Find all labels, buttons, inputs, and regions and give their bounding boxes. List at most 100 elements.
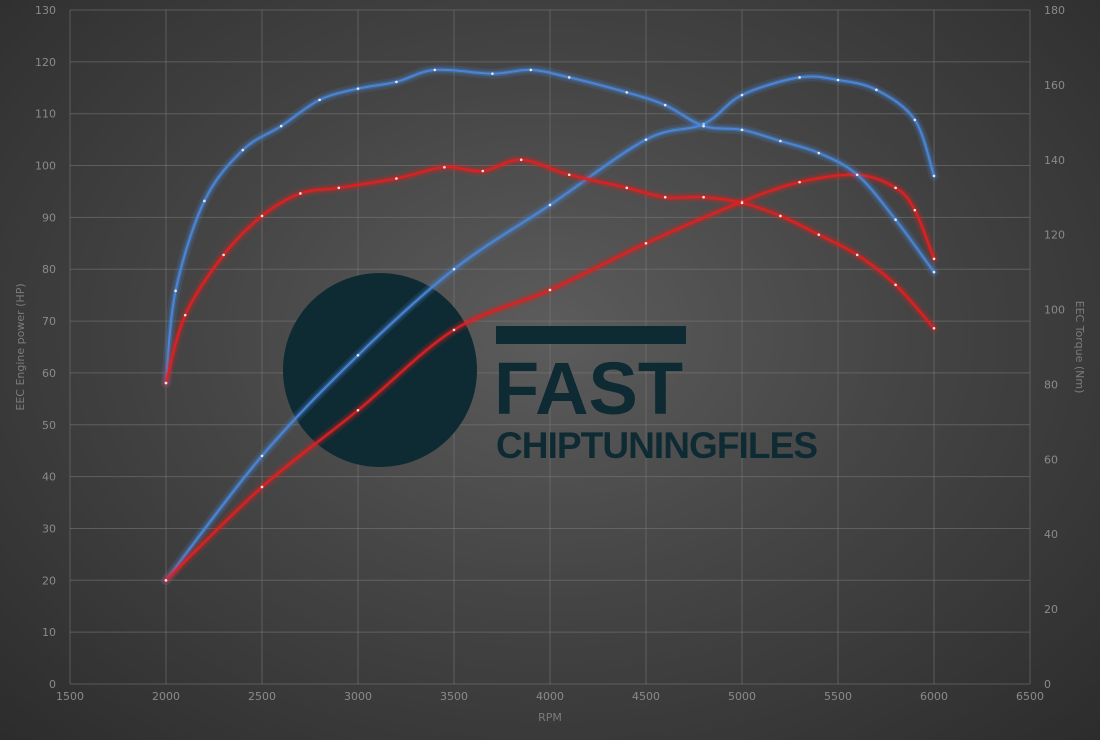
- power-blue-point: [740, 93, 744, 97]
- torque-blue-point: [702, 124, 705, 128]
- y2-tick-label: 120: [1044, 229, 1065, 242]
- y-tick-label: 50: [42, 419, 56, 432]
- torque-red-point: [222, 253, 225, 257]
- torque-red-point: [164, 381, 168, 385]
- torque-red-point: [519, 158, 523, 162]
- logo-bar: [496, 326, 686, 344]
- torque-red-point: [625, 186, 629, 190]
- power-blue-point: [702, 122, 705, 126]
- power-blue-point: [836, 78, 840, 82]
- y-tick-label: 120: [35, 56, 56, 69]
- torque-blue-point: [174, 289, 177, 293]
- y-tick-label: 80: [42, 263, 56, 276]
- torque-red-point: [779, 214, 782, 218]
- torque-blue-point: [241, 148, 245, 152]
- x-tick-label: 3500: [440, 690, 468, 703]
- torque-blue-point: [740, 128, 744, 132]
- y-axis-title: EEC Engine power (HP): [14, 283, 27, 410]
- torque-blue-point: [203, 199, 206, 203]
- torque-red-point: [702, 195, 705, 199]
- power-blue-point: [932, 174, 936, 178]
- y2-tick-label: 40: [1044, 528, 1058, 541]
- logo-fast: FAST: [494, 347, 683, 430]
- power-blue-point: [548, 203, 552, 207]
- logo-chiptuningfiles: CHIPTUNINGFILES: [496, 425, 818, 466]
- torque-blue-point: [491, 72, 494, 75]
- power-blue-point: [798, 76, 801, 79]
- torque-blue-point: [625, 91, 629, 94]
- torque-red-point: [299, 192, 302, 195]
- power-red-point: [894, 186, 897, 190]
- x-tick-label: 2500: [248, 690, 276, 703]
- y-tick-label: 30: [42, 522, 56, 535]
- x-tick-label: 6000: [920, 690, 948, 703]
- y2-tick-label: 0: [1044, 678, 1051, 691]
- x-tick-label: 2000: [152, 690, 180, 703]
- torque-blue-point: [894, 218, 897, 221]
- power-red-point: [644, 242, 648, 245]
- torque-blue-point: [932, 270, 936, 274]
- x-tick-label: 3000: [344, 690, 372, 703]
- torque-blue-point: [356, 87, 360, 90]
- y2-tick-label: 100: [1044, 304, 1065, 317]
- power-red-point: [932, 257, 936, 261]
- torque-red-point: [337, 186, 341, 190]
- x-tick-label: 5500: [824, 690, 852, 703]
- torque-blue-point: [817, 151, 821, 155]
- torque-blue-point: [529, 68, 533, 72]
- x-axis-title: RPM: [538, 711, 562, 724]
- y-tick-label: 20: [42, 574, 56, 587]
- torque-red-point: [855, 253, 859, 257]
- power-blue-point: [913, 118, 917, 122]
- y-tick-label: 90: [42, 211, 56, 224]
- y-tick-label: 40: [42, 471, 56, 484]
- y-tick-label: 110: [35, 108, 56, 121]
- torque-blue-point: [433, 68, 437, 72]
- torque-red-point: [183, 313, 187, 317]
- power-red-point: [164, 579, 168, 582]
- torque-blue-point: [779, 139, 782, 143]
- x-tick-label: 1500: [56, 690, 84, 703]
- power-red-point: [452, 328, 456, 332]
- y-tick-label: 130: [35, 4, 56, 17]
- torque-red-point: [894, 283, 897, 287]
- power-blue-point: [644, 138, 648, 141]
- torque-red-point: [260, 214, 264, 218]
- logo-circle: [283, 273, 477, 467]
- y2-tick-label: 80: [1044, 378, 1058, 391]
- y-tick-label: 10: [42, 626, 56, 639]
- y-tick-label: 70: [42, 315, 56, 328]
- torque-red-point: [817, 233, 821, 236]
- y2-axis-title: EEC Torque (Nm): [1073, 301, 1086, 394]
- torque-blue-point: [855, 173, 859, 177]
- y2-tick-label: 160: [1044, 79, 1065, 92]
- y2-tick-label: 60: [1044, 453, 1058, 466]
- power-red-line: [165, 173, 935, 582]
- power-red-point: [913, 208, 917, 212]
- torque-red-point: [443, 165, 446, 169]
- power-red-point: [260, 485, 264, 489]
- y-tick-label: 60: [42, 367, 56, 380]
- power-blue-point: [356, 353, 360, 357]
- watermark-logo: FAST CHIPTUNINGFILES: [283, 273, 818, 467]
- torque-blue-point: [663, 103, 667, 107]
- power-red-point: [798, 180, 801, 184]
- y-tick-label: 100: [35, 160, 56, 173]
- power-blue-point: [875, 88, 878, 92]
- power-red-point: [356, 408, 360, 412]
- torque-red-point: [740, 201, 744, 205]
- x-tick-label: 6500: [1016, 690, 1044, 703]
- y-tick-label: 0: [49, 678, 56, 691]
- torque-blue-point: [318, 98, 321, 102]
- x-tick-label: 4000: [536, 690, 564, 703]
- power-red-point: [548, 288, 552, 292]
- torque-red-point: [663, 195, 667, 199]
- torque-red-point: [481, 169, 485, 173]
- torque-red-point: [932, 326, 936, 330]
- x-tick-label: 5000: [728, 690, 756, 703]
- y2-tick-label: 20: [1044, 603, 1058, 616]
- x-tick-label: 4500: [632, 690, 660, 703]
- torque-red-point: [567, 173, 571, 177]
- y2-tick-label: 140: [1044, 154, 1065, 167]
- torque-blue-point: [395, 80, 398, 84]
